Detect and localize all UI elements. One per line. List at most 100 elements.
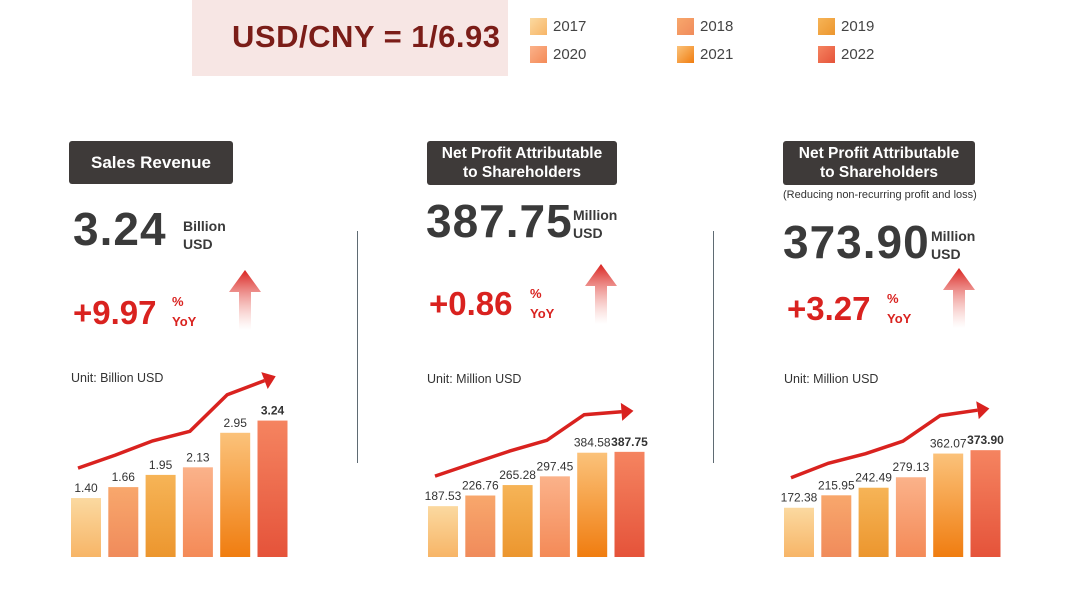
trend-arrowhead (620, 402, 634, 421)
exchange-rate-text: USD/CNY = 1/6.93 (232, 19, 501, 54)
chart-unit-label: Unit: Billion USD (71, 371, 164, 385)
bar-2021 (220, 432, 251, 557)
panel-title-line: Net Profit Attributable (441, 145, 603, 162)
panel-title-box: Net Profit Attributable to Shareholders (783, 141, 975, 185)
headline-unit-line: Billion (183, 218, 226, 234)
bar-value-label: 172.38 (781, 491, 818, 505)
bar-2017 (71, 498, 101, 557)
panel-title-box: Net Profit Attributable to Shareholders (427, 141, 617, 185)
bar-2018 (821, 495, 852, 557)
headline-unit: Million USD (573, 206, 617, 242)
panel-title-line: Sales Revenue (90, 153, 211, 172)
bar-2022 (970, 450, 1001, 557)
yoy-label: YoY (530, 306, 555, 321)
trend-arrowhead (976, 401, 990, 420)
bar-value-label: 1.95 (149, 458, 173, 472)
bar-value-label: 215.95 (818, 478, 855, 492)
up-arrow-shape (943, 268, 975, 328)
legend-label: 2017 (553, 17, 587, 35)
bar-value-label: 387.75 (611, 435, 648, 449)
bar-2019 (145, 474, 176, 557)
up-arrow-shape (585, 264, 617, 324)
bar-value-label: 1.66 (112, 470, 136, 484)
up-arrow-icon (943, 268, 975, 328)
yoy-percent-sign: % (530, 286, 542, 301)
bar-value-label: 265.28 (499, 468, 536, 482)
headline-unit-line: USD (931, 246, 961, 262)
exchange-rate-box: USD/CNY = 1/6.93 (192, 0, 508, 76)
headline-value: 387.75 (426, 195, 573, 247)
headline-unit-line: Million (573, 207, 618, 223)
legend-label: 2021 (700, 45, 734, 63)
panel-divider (713, 231, 714, 463)
up-arrow-shape (229, 270, 261, 330)
bar-2022 (614, 451, 645, 557)
chart-unit-label: Unit: Million USD (784, 372, 879, 386)
headline-unit-line: USD (573, 225, 603, 241)
yoy-label: YoY (887, 311, 912, 326)
legend-swatch (530, 17, 547, 35)
legend-swatch (818, 45, 835, 63)
legend-label: 2018 (700, 17, 734, 35)
panel-divider (357, 231, 358, 463)
legend-item-2022: 2022 (818, 44, 874, 64)
up-arrow-icon (229, 270, 261, 330)
yoy-percent-sign: % (887, 291, 899, 306)
panel-sales-revenue: Sales Revenue 3.24 Billion USD +9.97 % Y… (0, 0, 340, 600)
bar-value-label: 279.13 (893, 460, 930, 474)
headline-unit-line: USD (183, 236, 213, 252)
yoy-value: +3.27 (787, 290, 871, 327)
legend-item-2021: 2021 (677, 44, 733, 64)
bar-2018 (465, 495, 496, 557)
chart-legend: 2017 2018 2019 2020 2021 2022 (530, 14, 1050, 74)
headline-unit: Million USD (931, 227, 975, 263)
bar-2019 (502, 485, 533, 557)
panel-net-profit: Net Profit Attributable to Shareholders … (357, 0, 697, 600)
legend-swatch (818, 17, 835, 35)
yoy-percent-sign: % (172, 294, 184, 309)
legend-label: 2020 (553, 45, 587, 63)
bar-value-label: 297.45 (537, 459, 574, 473)
headline-value: 3.24 (73, 203, 167, 255)
bar-value-label: 2.95 (224, 416, 248, 430)
bar-value-label: 3.24 (261, 404, 285, 418)
bar-2017 (784, 507, 814, 557)
yoy-label: YoY (172, 314, 197, 329)
bar-chart-sales-revenue: 1.40 1.66 1.95 2.13 2.95 3.24 (71, 372, 288, 557)
panel-title-box: Sales Revenue (69, 141, 233, 184)
legend-item-2018: 2018 (677, 16, 733, 36)
bar-value-label: 187.53 (425, 489, 462, 503)
panel-net-profit-non-recurring: Net Profit Attributable to Shareholders … (713, 0, 1053, 600)
up-arrow-icon (585, 264, 617, 324)
bar-2022 (257, 420, 288, 557)
trend-line (790, 408, 978, 480)
chart-unit-label: Unit: Million USD (427, 372, 522, 386)
legend-label: 2022 (841, 45, 875, 63)
bar-value-label: 226.76 (462, 479, 499, 493)
yoy-value: +0.86 (429, 285, 513, 322)
panel-title-line: to Shareholders (463, 164, 581, 181)
legend-item-2017: 2017 (530, 16, 586, 36)
legend-swatch (677, 45, 694, 63)
bar-2020 (895, 477, 926, 557)
bar-2019 (858, 487, 889, 557)
bar-2021 (577, 452, 608, 557)
legend-swatch (677, 17, 694, 35)
bar-2018 (108, 487, 139, 557)
bar-2020 (539, 476, 570, 557)
legend-label: 2019 (841, 17, 875, 35)
trend-line (434, 410, 622, 478)
legend-swatch (530, 45, 547, 63)
trend-arrowhead (261, 372, 276, 389)
headline-unit-line: Million (931, 228, 976, 244)
headline-unit: Billion USD (183, 217, 226, 253)
panel-subtitle: (Reducing non-recurring profit and loss) (783, 189, 977, 201)
panel-title-line: to Shareholders (820, 164, 938, 181)
bar-value-label: 242.49 (855, 471, 892, 485)
bar-value-label: 1.40 (74, 481, 98, 495)
bar-value-label: 2.13 (186, 450, 210, 464)
bar-2020 (182, 467, 213, 557)
panel-title-line: Net Profit Attributable (798, 145, 960, 162)
bar-2017 (428, 506, 458, 557)
